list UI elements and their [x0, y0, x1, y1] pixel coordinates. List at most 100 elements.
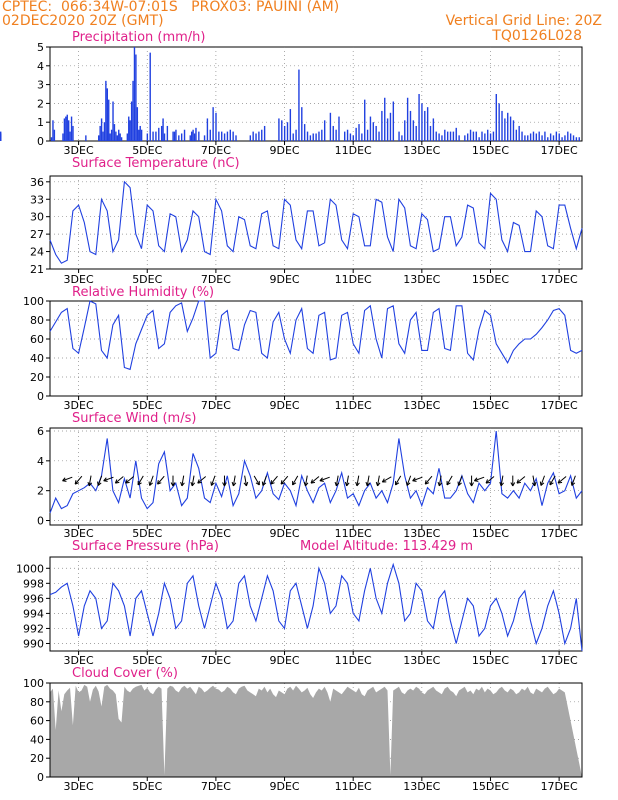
pressure-panel: 990 992 994 996 998 1000 3DEC 5DEC 7DEC 9DEC 11DEC…: [16, 539, 583, 667]
precip-ytick-label: 5: [37, 41, 44, 54]
precip-ytick-label: 3: [37, 79, 44, 92]
precip-bar: [358, 124, 360, 141]
wind-wind-arrow: [319, 476, 330, 482]
precip-bar: [478, 137, 480, 141]
precip-bar: [166, 125, 169, 141]
precip-bar: [63, 118, 66, 141]
temp-ytick-label: 30: [30, 211, 44, 224]
precip-bar: [116, 135, 119, 141]
precip-xtick-label: 13DEC: [403, 144, 440, 157]
precip-ytick-label: 4: [37, 60, 44, 73]
precip-bar: [258, 131, 260, 141]
precip-bar: [72, 125, 74, 141]
rh-frame: [49, 300, 583, 397]
precip-bar: [298, 69, 300, 141]
wind-arrow-head: [473, 477, 479, 482]
precip-bar: [69, 131, 71, 141]
precip-bar: [85, 135, 87, 141]
wind-arrow-head: [381, 478, 387, 483]
precip-bar: [229, 129, 231, 141]
wind-arrow-head: [344, 481, 350, 487]
precip-bar: [119, 133, 121, 141]
temp-xtick-label: 7DEC: [201, 273, 231, 286]
pressure-xtick-label: 17DEC: [541, 654, 578, 667]
precip-bar: [355, 127, 357, 141]
wind-arrow-head: [549, 480, 554, 486]
precip-bar: [481, 131, 483, 141]
wind-wind-arrow: [457, 475, 463, 486]
wind-arrow-head: [395, 480, 400, 486]
cloud-xtick-label: 17DEC: [541, 780, 578, 793]
wind-xtick-label: 7DEC: [201, 527, 231, 540]
precip-bar: [50, 137, 53, 141]
temp-xtick-label: 9DEC: [269, 273, 299, 286]
wind-arrow-head: [157, 480, 162, 485]
wind-arrow-head: [405, 481, 411, 486]
wind-arrow-head: [114, 479, 120, 484]
precip-bar: [466, 133, 469, 141]
precip-bar: [128, 116, 130, 141]
precip-bar: [102, 131, 104, 141]
precip-bar: [323, 120, 326, 141]
wind-arrow-head: [531, 481, 537, 487]
wind-arrow-shaft: [532, 475, 536, 486]
wind-arrow-head: [292, 480, 297, 486]
precip-bar: [198, 131, 200, 141]
precip-bar: [352, 135, 354, 141]
temp-xtick-label: 3DEC: [64, 273, 94, 286]
precip-bar: [564, 135, 566, 141]
wind-arrow-head: [310, 479, 316, 484]
wind-arrow-head: [469, 482, 474, 487]
wind-xtick-label: 5DEC: [132, 527, 162, 540]
precip-bar: [203, 135, 206, 141]
wind-wind-arrow: [125, 476, 134, 484]
wind-wind-arrow: [557, 476, 567, 484]
wind-wind-arrow: [334, 475, 340, 487]
wind-arrow-head: [355, 481, 360, 487]
precip-bar: [329, 112, 332, 141]
wind-ytick-label: 2: [37, 485, 44, 498]
wind-arrow-shaft: [412, 476, 423, 482]
precip-bar: [130, 101, 133, 141]
wind-arrow-shaft: [88, 475, 92, 486]
precip-bar: [286, 122, 289, 141]
wind-xtick-label: 9DEC: [269, 527, 299, 540]
wind-wind-arrow: [499, 475, 504, 487]
precip-bar: [549, 133, 552, 141]
cloud-ytick-label: 20: [30, 752, 44, 765]
rh-xtick-label: 13DEC: [403, 399, 440, 412]
cloud-ytick-label: 40: [30, 733, 44, 746]
precip-bar: [108, 99, 110, 141]
wind-arrow-head: [103, 477, 108, 482]
wind-arrow-shaft: [197, 476, 207, 484]
precip-bar: [281, 120, 283, 141]
wind-wind-arrow: [114, 476, 124, 484]
pressure-xtick-label: 15DEC: [472, 654, 509, 667]
rh-ytick-label: 0: [37, 390, 44, 403]
wind-arrow-shaft: [366, 475, 370, 486]
precip-bar: [535, 133, 538, 141]
wind-frame: [49, 427, 583, 526]
wind-arrow-head: [74, 480, 80, 485]
temp-xtick-label: 11DEC: [335, 273, 372, 286]
precip-bar: [289, 109, 292, 141]
wind-arrow-shaft: [262, 475, 267, 486]
temp-ytick-label: 21: [30, 263, 44, 276]
temp-xtick-label: 13DEC: [403, 273, 440, 286]
precip-bar: [386, 118, 389, 141]
temp-ytick-label: 24: [30, 246, 44, 259]
wind-arrow-head: [243, 481, 249, 487]
rh-title: Relative Humidity (%): [72, 285, 214, 300]
precip-bar: [283, 125, 286, 141]
precip-bar: [381, 110, 383, 141]
precip-bar: [263, 125, 266, 141]
precip-bar: [113, 124, 116, 141]
precip-bar: [401, 135, 403, 141]
wind-arrow-shaft: [377, 475, 380, 486]
precip-bar: [495, 94, 497, 141]
cloud-panel: 0 20 40 60 80 100 3DEC 5DEC 7DEC 9DEC 11DEC 13DEC 15…: [23, 666, 583, 793]
precip-bar: [110, 129, 113, 141]
wind-arrow-head: [557, 479, 563, 484]
wind-wind-arrow: [405, 475, 412, 486]
wind-panel: 0 2 4 6 3DEC 5DEC 7DEC 9DEC 11DEC 13DEC 15DEC 17DEC…: [37, 411, 583, 540]
